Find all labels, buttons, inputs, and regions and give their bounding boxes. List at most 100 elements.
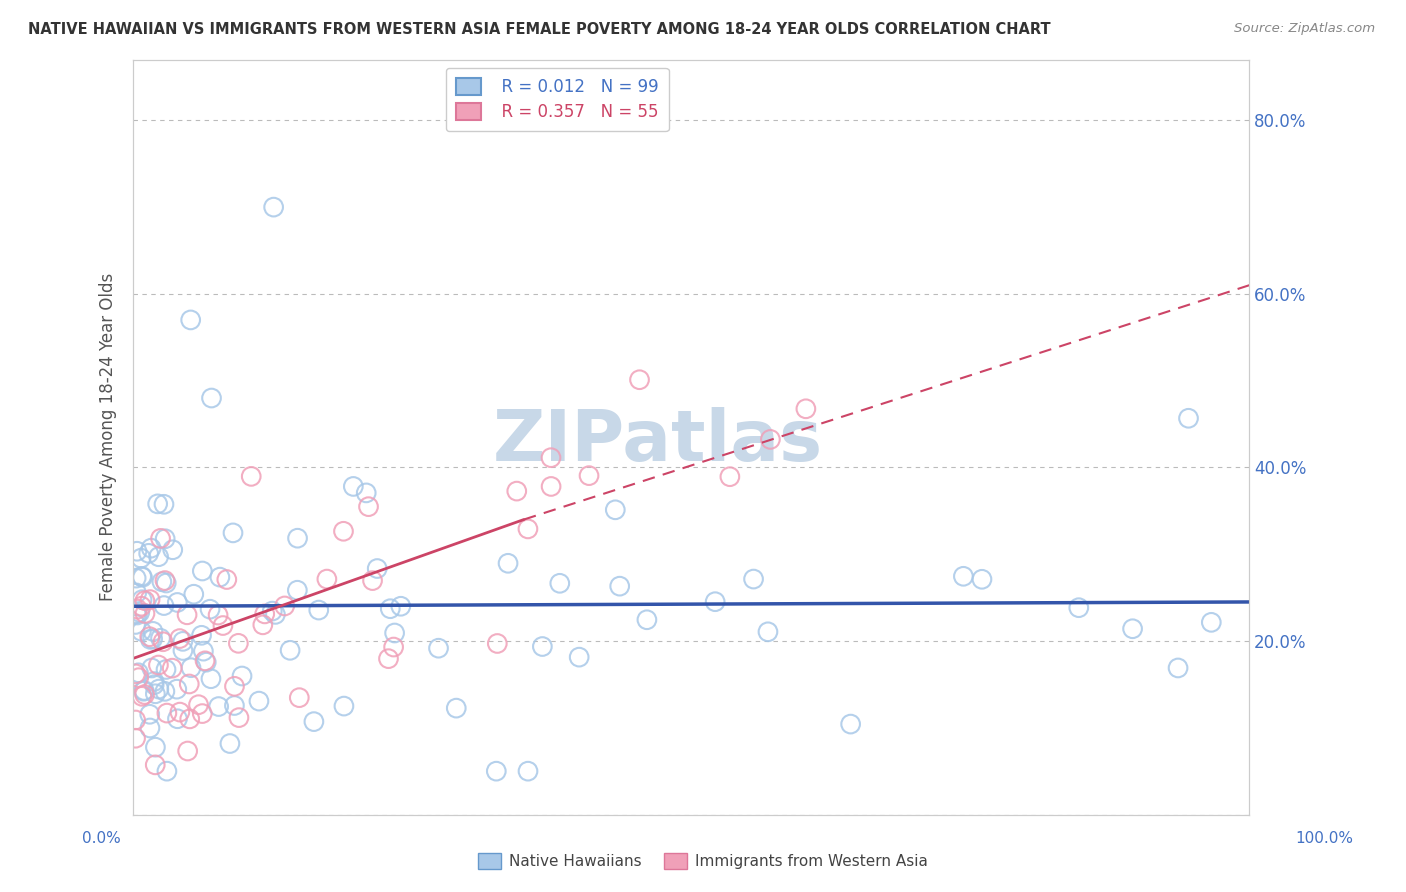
Point bbox=[333, 699, 356, 714]
Point bbox=[224, 679, 246, 693]
Point bbox=[224, 698, 246, 713]
Legend: Native Hawaiians, Immigrants from Western Asia: Native Hawaiians, Immigrants from Wester… bbox=[472, 847, 934, 875]
Point bbox=[125, 607, 148, 621]
Point bbox=[153, 497, 176, 511]
Point bbox=[155, 663, 177, 677]
Point bbox=[228, 710, 250, 724]
Point bbox=[384, 626, 406, 640]
Point bbox=[636, 613, 658, 627]
Point bbox=[134, 607, 156, 621]
Point bbox=[139, 707, 162, 722]
Point bbox=[357, 500, 380, 514]
Point bbox=[531, 640, 554, 654]
Point bbox=[287, 531, 309, 545]
Point bbox=[127, 665, 149, 680]
Point bbox=[366, 561, 388, 575]
Point bbox=[179, 712, 201, 726]
Point bbox=[131, 592, 153, 607]
Point bbox=[139, 721, 162, 735]
Point bbox=[176, 744, 198, 758]
Point bbox=[172, 634, 194, 648]
Point bbox=[198, 602, 221, 616]
Point bbox=[382, 640, 405, 654]
Point bbox=[156, 706, 179, 720]
Point bbox=[179, 677, 201, 691]
Point bbox=[1122, 622, 1144, 636]
Point bbox=[361, 574, 384, 588]
Point bbox=[149, 532, 172, 546]
Point bbox=[540, 450, 562, 465]
Point bbox=[212, 618, 235, 632]
Point bbox=[148, 549, 170, 564]
Point bbox=[153, 684, 176, 698]
Text: 100.0%: 100.0% bbox=[1295, 831, 1354, 846]
Point bbox=[153, 574, 176, 588]
Point bbox=[139, 632, 162, 647]
Point bbox=[146, 497, 169, 511]
Point bbox=[389, 599, 412, 614]
Point bbox=[228, 636, 250, 650]
Point bbox=[183, 587, 205, 601]
Point bbox=[128, 606, 150, 620]
Point bbox=[285, 583, 308, 598]
Point bbox=[839, 717, 862, 731]
Point bbox=[208, 570, 231, 584]
Point bbox=[278, 643, 301, 657]
Point bbox=[134, 593, 156, 607]
Point bbox=[156, 764, 179, 779]
Point bbox=[166, 682, 188, 697]
Point bbox=[247, 694, 270, 708]
Point bbox=[134, 683, 156, 698]
Point bbox=[704, 595, 727, 609]
Point bbox=[540, 479, 562, 493]
Point bbox=[240, 469, 263, 483]
Point bbox=[194, 654, 217, 668]
Point bbox=[253, 607, 276, 621]
Point bbox=[207, 608, 229, 623]
Text: NATIVE HAWAIIAN VS IMMIGRANTS FROM WESTERN ASIA FEMALE POVERTY AMONG 18-24 YEAR : NATIVE HAWAIIAN VS IMMIGRANTS FROM WESTE… bbox=[28, 22, 1050, 37]
Point bbox=[131, 599, 153, 614]
Point bbox=[162, 542, 184, 557]
Point bbox=[1201, 615, 1223, 630]
Point bbox=[180, 313, 202, 327]
Point bbox=[578, 468, 600, 483]
Point bbox=[605, 503, 627, 517]
Point bbox=[143, 757, 166, 772]
Point bbox=[131, 624, 153, 639]
Point bbox=[155, 576, 177, 591]
Point bbox=[485, 764, 508, 779]
Point bbox=[145, 740, 167, 755]
Point bbox=[215, 573, 238, 587]
Point bbox=[1167, 661, 1189, 675]
Point bbox=[332, 524, 354, 539]
Point bbox=[264, 607, 287, 622]
Point bbox=[187, 698, 209, 712]
Point bbox=[169, 632, 191, 646]
Point bbox=[129, 551, 152, 566]
Point bbox=[952, 569, 974, 583]
Point bbox=[124, 617, 146, 632]
Point bbox=[486, 636, 509, 650]
Point bbox=[191, 706, 214, 721]
Point bbox=[176, 607, 198, 622]
Point bbox=[124, 731, 146, 746]
Point bbox=[166, 595, 188, 609]
Point bbox=[138, 630, 160, 644]
Point bbox=[143, 687, 166, 701]
Point bbox=[153, 532, 176, 546]
Point bbox=[166, 712, 188, 726]
Point bbox=[131, 569, 153, 583]
Point bbox=[208, 699, 231, 714]
Point bbox=[354, 486, 377, 500]
Point bbox=[125, 544, 148, 558]
Point bbox=[143, 674, 166, 689]
Point bbox=[742, 572, 765, 586]
Point bbox=[142, 624, 165, 639]
Point bbox=[132, 684, 155, 698]
Point bbox=[169, 705, 191, 719]
Point bbox=[139, 592, 162, 607]
Point bbox=[548, 576, 571, 591]
Point bbox=[125, 586, 148, 600]
Point bbox=[191, 564, 214, 578]
Point bbox=[252, 617, 274, 632]
